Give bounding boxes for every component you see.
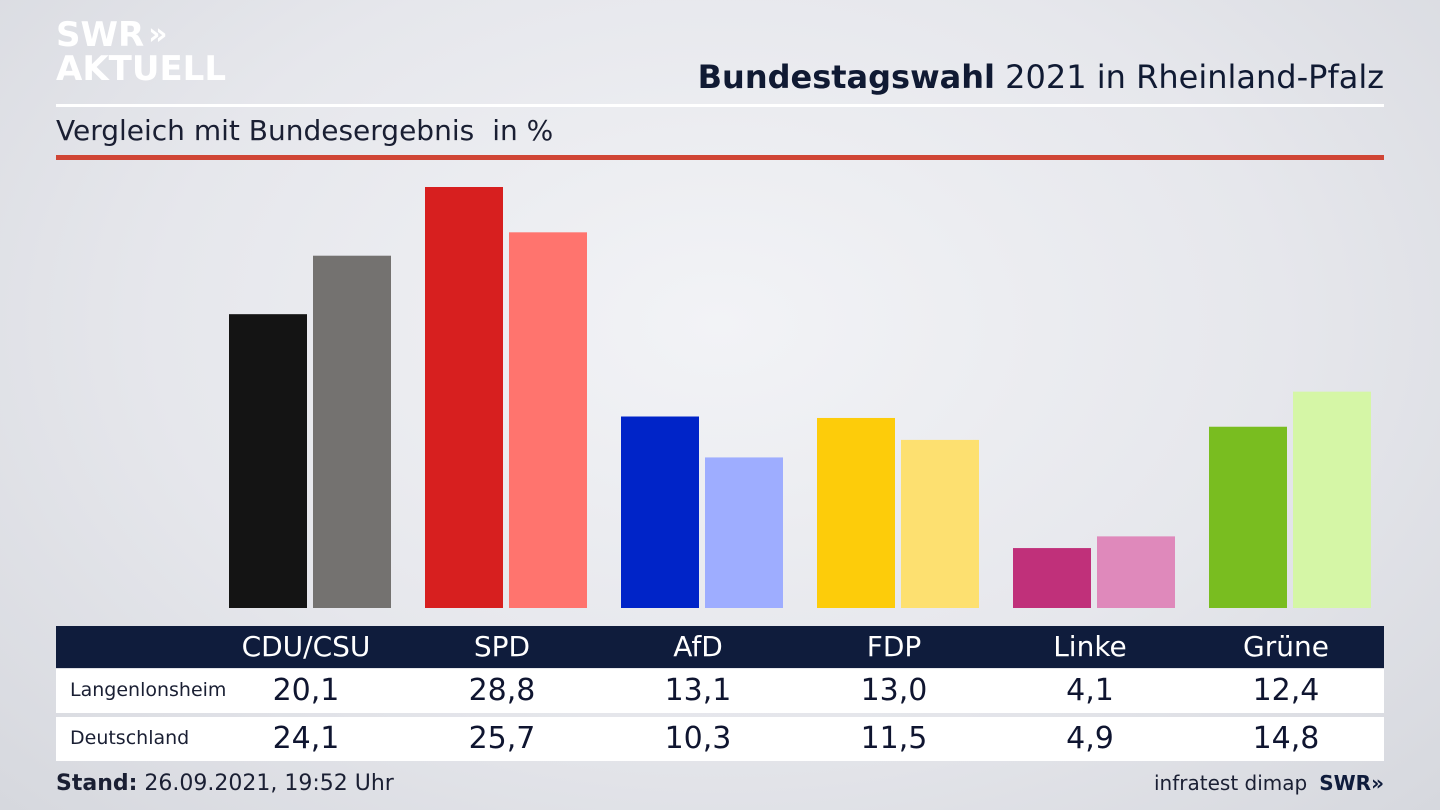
category-label: AfD (673, 630, 723, 663)
data-label: 24,1 (272, 721, 340, 756)
chart-subtitle: Vergleich mit Bundesergebnis in % (56, 114, 553, 147)
category-label: Grüne (1243, 630, 1329, 663)
page-title: Bundestagswahl 2021 in Rheinland-Pfalz (698, 58, 1384, 96)
stand-label: Stand: (56, 771, 138, 796)
data-label: 11,5 (860, 721, 928, 756)
subtitle-divider (56, 155, 1384, 160)
bar-linke-langenlonsheim (1013, 548, 1091, 608)
bar-cdu-csu-deutschland (313, 255, 391, 608)
title-divider (56, 104, 1384, 107)
category-label: FDP (866, 630, 922, 663)
row-label-langenlonsheim: Langenlonsheim (70, 679, 227, 701)
row-label-deutschland: Deutschland (70, 727, 190, 749)
stand-timestamp: Stand: 26.09.2021, 19:52 Uhr (56, 771, 394, 796)
data-label: 13,0 (860, 673, 928, 708)
data-label: 25,7 (468, 721, 536, 756)
bar-afd-langenlonsheim (621, 416, 699, 608)
table-header-band (56, 626, 1384, 668)
logo-aktuell-text: AKTUELL (56, 49, 227, 89)
data-label: 13,1 (664, 673, 732, 708)
source-text: infratest dimap (1154, 771, 1308, 795)
category-label: SPD (473, 630, 531, 663)
swr-brand-logo: SWR» (1319, 771, 1384, 795)
data-label: 14,8 (1252, 721, 1320, 756)
table-row: Deutschland 24,1 25,7 10,3 11,5 4,9 14,8 (56, 717, 1384, 761)
category-label: Linke (1053, 630, 1127, 663)
bar-gr-ne-langenlonsheim (1209, 426, 1287, 608)
subtitle-unit: in % (492, 114, 554, 147)
data-label: 4,1 (1066, 673, 1114, 708)
stand-value: 26.09.2021, 19:52 Uhr (144, 771, 394, 796)
data-label: 28,8 (468, 673, 536, 708)
bar-cdu-csu-langenlonsheim (229, 314, 307, 608)
page-title-rest: 2021 in Rheinland-Pfalz (1005, 58, 1384, 96)
footer-source: infratest dimap SWR» (1154, 771, 1384, 795)
bar-fdp-deutschland (901, 439, 979, 608)
data-label: 12,4 (1252, 673, 1320, 708)
bar-spd-langenlonsheim (425, 187, 503, 608)
bar-linke-deutschland (1097, 536, 1175, 608)
page-title-bold: Bundestagswahl (697, 58, 995, 96)
swr-aktuell-logo: SWR» AKTUELL (56, 15, 227, 89)
bar-fdp-langenlonsheim (817, 417, 895, 608)
data-label: 4,9 (1066, 721, 1114, 756)
category-label: CDU/CSU (241, 630, 371, 663)
table-row: Langenlonsheim 20,1 28,8 13,1 13,0 4,1 12,4 (56, 669, 1384, 713)
logo-swr-text: SWR (56, 15, 145, 55)
data-label: 20,1 (272, 673, 340, 708)
bar-gr-ne-deutschland (1293, 391, 1371, 608)
bar-spd-deutschland (509, 232, 587, 608)
bar-afd-deutschland (705, 457, 783, 608)
data-label: 10,3 (664, 721, 732, 756)
subtitle-text: Vergleich mit Bundesergebnis (56, 114, 475, 147)
